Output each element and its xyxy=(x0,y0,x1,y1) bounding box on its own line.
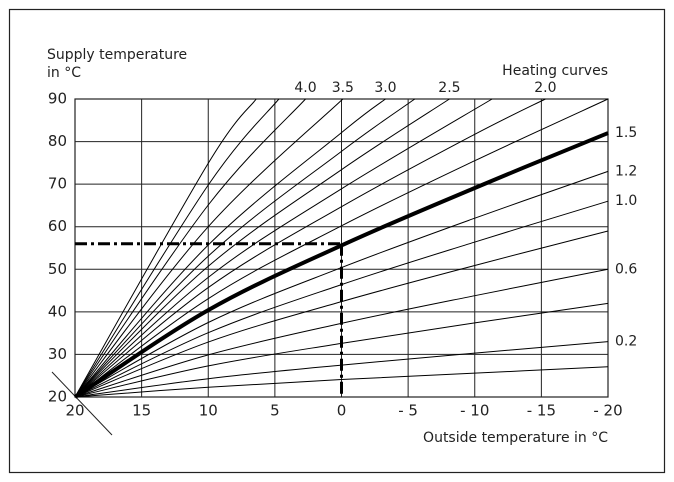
frame xyxy=(8,8,666,474)
curve-label: 3.0 xyxy=(374,80,396,96)
curve-label: 1.5 xyxy=(615,125,637,141)
y-tick-label: 90 xyxy=(48,90,67,108)
curve-label: 0.6 xyxy=(615,261,637,277)
y-tick-label: 30 xyxy=(48,345,67,363)
x-tick-label: - 20 xyxy=(593,402,622,420)
heating-curve xyxy=(74,98,450,398)
x-tick-label: 0 xyxy=(337,402,347,420)
y-tick-label: 70 xyxy=(48,175,67,193)
y-tick-label: 50 xyxy=(48,260,67,278)
x-tick-label: 10 xyxy=(199,402,218,420)
heating-curve xyxy=(74,98,280,398)
legend-title: Heating curves xyxy=(502,63,608,79)
heating-curve xyxy=(74,366,609,398)
y-axis-label: Supply temperature xyxy=(47,47,187,63)
y-axis-label: in °C xyxy=(47,65,81,81)
curve-label: 2.0 xyxy=(534,80,556,96)
x-tick-label: 20 xyxy=(65,402,84,420)
heating-curve xyxy=(74,98,609,398)
x-tick-label: - 15 xyxy=(527,402,556,420)
y-tick-label: 60 xyxy=(48,217,67,235)
x-tick-label: - 10 xyxy=(460,402,489,420)
curve-label: 1.0 xyxy=(615,193,637,209)
x-tick-label: - 5 xyxy=(398,402,418,420)
heating-curve xyxy=(74,98,344,398)
y-tick-label: 40 xyxy=(48,302,67,320)
heating-curve xyxy=(74,98,306,398)
curve-label: 1.2 xyxy=(615,163,637,179)
plot-border xyxy=(74,98,609,398)
y-tick-label: 20 xyxy=(48,388,67,406)
x-axis-label: Outside temperature in °C xyxy=(423,430,608,446)
corner-line xyxy=(51,371,113,436)
x-tick-label: 5 xyxy=(270,402,280,420)
curve-label: 0.2 xyxy=(615,334,637,350)
curve-label: 2.5 xyxy=(438,80,460,96)
curve-label: 3.5 xyxy=(332,80,354,96)
heating-curve xyxy=(74,98,546,398)
heating-curve xyxy=(74,98,493,398)
heating-curve xyxy=(74,98,386,398)
x-tick-label: 15 xyxy=(132,402,151,420)
heating-curve xyxy=(74,98,416,398)
y-tick-label: 80 xyxy=(48,132,67,150)
heating-curve xyxy=(74,98,257,398)
curve-label: 4.0 xyxy=(294,80,316,96)
